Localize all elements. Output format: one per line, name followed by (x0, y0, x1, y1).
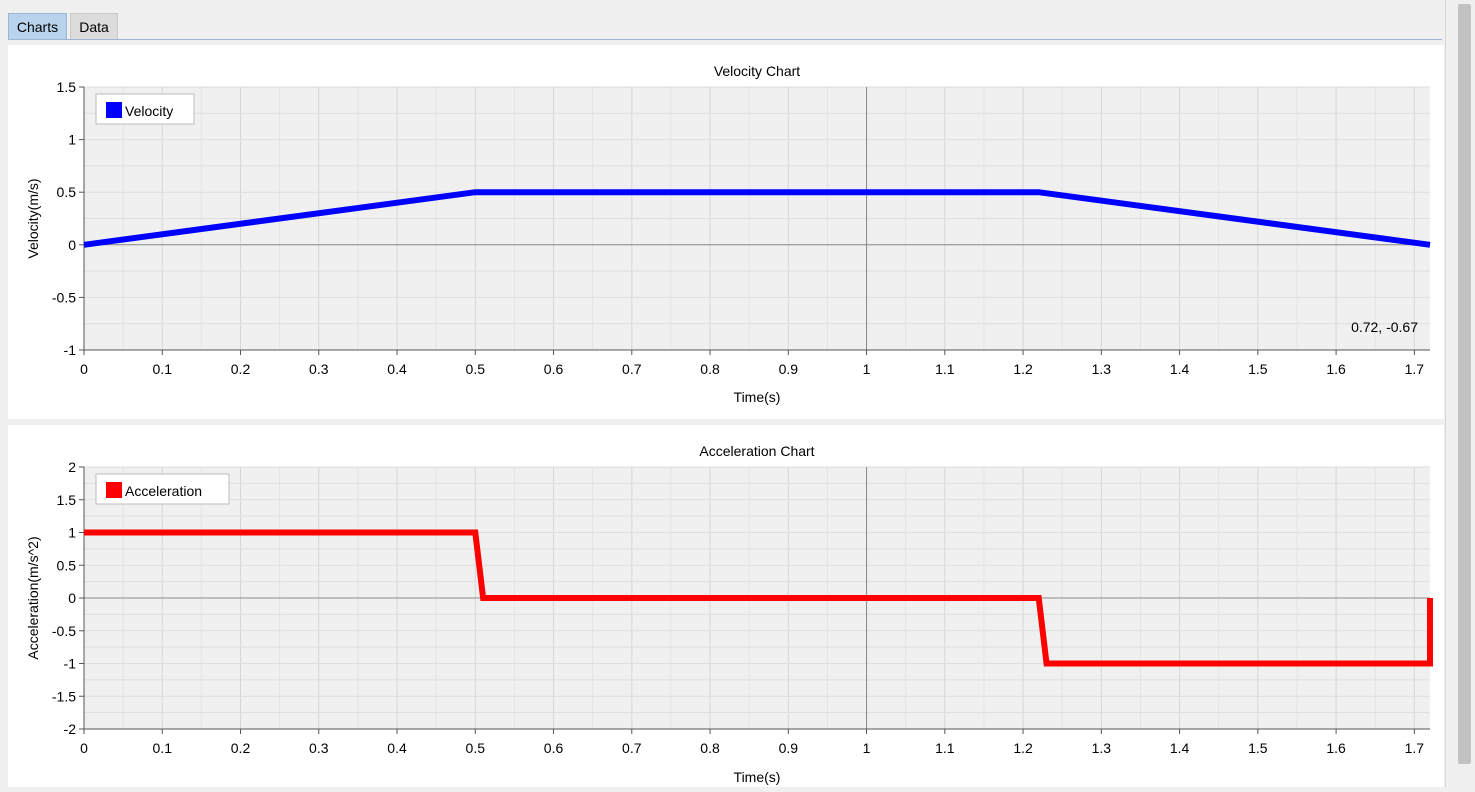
acceleration-chart-panel: 0 0.1 0.2 0.3 0.4 0.5 0.6 0.7 0.8 0.9 1 1.1 1.2 1.3 1.… (8, 425, 1444, 787)
y-tick-label: 1 (68, 132, 76, 148)
acceleration-chart[interactable]: 0 0.1 0.2 0.3 0.4 0.5 0.6 0.7 0.8 0.9 1 1.1 1.2 1.3 1.… (8, 425, 1444, 787)
y-tick-label: 0.5 (57, 184, 77, 200)
y-tick-label: -0.5 (52, 623, 76, 639)
x-tick-label: 0.8 (700, 740, 720, 756)
x-tick-label: 0.6 (544, 740, 564, 756)
x-tick-label: 1 (863, 361, 871, 377)
y-tick-label: -1 (64, 342, 77, 358)
y-tick-label: -1.5 (52, 688, 76, 704)
x-tick-label: 1.6 (1326, 361, 1346, 377)
y-tick-label: 1.5 (57, 492, 77, 508)
tab-charts[interactable]: Charts (8, 13, 67, 39)
legend-swatch (106, 482, 122, 498)
x-tick-label: 1.7 (1405, 740, 1425, 756)
tab-bar: Charts Data (0, 0, 1445, 40)
x-tick-label: 0.7 (622, 740, 642, 756)
x-tick-label: 1.5 (1248, 361, 1268, 377)
x-tick-label: 1.3 (1092, 361, 1112, 377)
y-tick-label: 2 (68, 459, 76, 475)
x-tick-label: 0.4 (387, 361, 407, 377)
x-tick-label: 1.1 (935, 740, 955, 756)
x-tick-label: 1.4 (1170, 740, 1190, 756)
velocity-chart[interactable]: 0 0.1 0.2 0.3 0.4 0.5 0.6 0.7 0.8 0.9 1 1.1 1.2 1.3 1.… (8, 45, 1444, 419)
legend-label: Acceleration (125, 483, 202, 499)
legend: Acceleration (95, 473, 230, 505)
y-tick-label: 0 (68, 237, 76, 253)
y-tick-label: 1 (68, 525, 76, 541)
legend: Velocity (95, 93, 195, 125)
y-tick-label: 0 (68, 590, 76, 606)
x-tick-label: 1.1 (935, 361, 955, 377)
x-tick-label: 0.5 (466, 740, 486, 756)
x-tick-label: 0.2 (231, 361, 251, 377)
x-tick-label: 0.1 (153, 361, 173, 377)
x-tick-label: 0.2 (231, 740, 251, 756)
series-line-velocity (83, 189, 1431, 248)
y-tick-label: -1 (64, 656, 77, 672)
tab-bar-divider (8, 39, 1442, 40)
x-tick-label: 1.5 (1248, 740, 1268, 756)
x-tick-label: 0.3 (309, 740, 329, 756)
series-line-acceleration (84, 529, 1433, 667)
legend-swatch (106, 102, 122, 118)
x-tick-label: 1.6 (1326, 740, 1346, 756)
x-tick-label: 0.1 (153, 740, 173, 756)
x-tick-label: 0.8 (700, 361, 720, 377)
y-tick-label: -2 (64, 721, 77, 737)
cursor-readout: 0.72, -0.67 (1351, 319, 1418, 335)
scroll-divider (1445, 0, 1446, 787)
x-tick-label: 0 (80, 740, 88, 756)
x-tick-label: 1.2 (1013, 361, 1033, 377)
x-tick-label: 0.9 (779, 361, 799, 377)
chart-title: Velocity Chart (714, 63, 800, 79)
x-tick-label: 1.7 (1405, 361, 1425, 377)
y-tick-label: 1.5 (57, 79, 77, 95)
x-tick-label: 1.3 (1092, 740, 1112, 756)
chart-title: Acceleration Chart (699, 443, 814, 459)
x-tick-label: 1.4 (1170, 361, 1190, 377)
x-tick-label: 1 (863, 740, 871, 756)
x-tick-label: 0.3 (309, 361, 329, 377)
x-tick-label: 0.7 (622, 361, 642, 377)
x-tick-label: 0 (80, 361, 88, 377)
x-tick-label: 1.2 (1013, 740, 1033, 756)
velocity-chart-panel: 0 0.1 0.2 0.3 0.4 0.5 0.6 0.7 0.8 0.9 1 1.1 1.2 1.3 1.… (8, 45, 1444, 419)
y-tick-label: -0.5 (52, 289, 76, 305)
x-tick-label: 0.5 (466, 361, 486, 377)
scrollbar-thumb[interactable] (1458, 4, 1471, 764)
y-axis-label: Velocity(m/s) (25, 178, 41, 258)
vertical-scrollbar[interactable] (1454, 0, 1475, 787)
y-tick-label: 0.5 (57, 557, 77, 573)
x-axis-label: Time(s) (734, 769, 781, 785)
x-tick-label: 0.6 (544, 361, 564, 377)
tab-data[interactable]: Data (70, 13, 118, 39)
y-axis-label: Acceleration(m/s^2) (25, 536, 41, 659)
x-tick-label: 0.9 (779, 740, 799, 756)
legend-label: Velocity (125, 103, 173, 119)
x-tick-label: 0.4 (387, 740, 407, 756)
x-axis-label: Time(s) (734, 389, 781, 405)
